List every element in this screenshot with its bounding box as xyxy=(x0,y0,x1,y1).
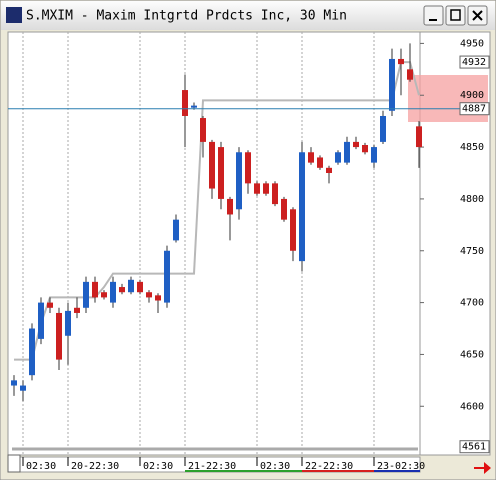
candle-body xyxy=(137,281,143,293)
x-tick-label: 02:30 xyxy=(143,461,173,472)
y-tick-label: 4850 xyxy=(460,142,484,153)
candle-body xyxy=(326,167,332,173)
candle-body xyxy=(128,279,134,293)
plot-area xyxy=(7,31,421,456)
candle-body xyxy=(371,147,377,163)
candle-body xyxy=(74,307,80,313)
close-icon xyxy=(472,10,483,21)
title-bar xyxy=(1,1,495,30)
y-tick-label: 4900 xyxy=(460,90,484,101)
candle-body xyxy=(281,198,287,220)
candle-body xyxy=(263,183,269,194)
candle-body xyxy=(65,310,71,336)
x-tick-label: 20-22:30 xyxy=(71,461,119,472)
scroll-handle[interactable] xyxy=(7,454,21,473)
candle-body xyxy=(83,281,89,308)
candle-body xyxy=(416,126,422,148)
candle-body xyxy=(308,152,314,163)
price-marker-box xyxy=(459,440,490,454)
candle-body xyxy=(218,147,224,199)
candle-body xyxy=(389,58,395,111)
candle-body xyxy=(245,152,251,184)
y-tick-label: 4600 xyxy=(460,401,484,412)
candle-body xyxy=(164,250,170,303)
candle-body xyxy=(290,209,296,251)
candle-body xyxy=(344,141,350,163)
candle-body xyxy=(29,328,35,376)
candle-body xyxy=(182,90,188,116)
candle-body xyxy=(11,380,17,386)
price-marker-box xyxy=(459,55,490,69)
price-marker-label: 4932 xyxy=(462,57,486,68)
candle-body xyxy=(92,281,98,298)
y-tick-label: 4700 xyxy=(460,298,484,309)
x-tick-label: 21-22:30 xyxy=(188,461,236,472)
candle-body xyxy=(380,115,386,142)
candle-body xyxy=(353,141,359,148)
candle-body xyxy=(299,152,305,262)
candle-body xyxy=(56,312,62,360)
candle-body xyxy=(101,292,107,298)
minimize-button[interactable] xyxy=(423,5,444,26)
candle-body xyxy=(209,141,215,189)
last-price-box xyxy=(459,102,490,116)
price-marker-label: 4561 xyxy=(462,442,486,453)
candle-body xyxy=(236,152,242,210)
last-price-label: 4887 xyxy=(462,104,486,115)
candle-body xyxy=(191,105,197,108)
candle-body xyxy=(200,118,206,142)
candle-body xyxy=(227,198,233,215)
average-line xyxy=(14,61,420,361)
candle-body xyxy=(47,302,53,308)
candle-body xyxy=(20,385,26,391)
y-tick-label: 4650 xyxy=(460,349,484,360)
y-tick-label: 4800 xyxy=(460,194,484,205)
y-tick-label: 4950 xyxy=(460,38,484,49)
candle-body xyxy=(110,281,116,303)
x-tick-label: 23-02:30 xyxy=(377,461,425,472)
scroll-arrow[interactable] xyxy=(474,462,491,474)
candle-body xyxy=(146,292,152,298)
candle-body xyxy=(254,183,260,194)
candle-body xyxy=(38,302,44,339)
x-tick-label: 02:30 xyxy=(26,461,56,472)
candle-body xyxy=(272,183,278,205)
candle-body xyxy=(119,287,125,293)
candle-body xyxy=(155,295,161,301)
x-tick-label: 02:30 xyxy=(260,461,290,472)
maximize-button[interactable] xyxy=(445,5,466,26)
maximize-icon xyxy=(450,9,461,21)
candle-body xyxy=(398,58,404,65)
candle-body xyxy=(173,219,179,241)
candle-body xyxy=(362,145,368,153)
candle-body xyxy=(317,157,323,168)
x-tick-label: 22-22:30 xyxy=(305,461,353,472)
candle-body xyxy=(407,69,413,80)
candle-body xyxy=(335,152,341,163)
window-title: S.MXIM - Maxim Intgrtd Prdcts Inc, 30 Mi… xyxy=(26,9,347,24)
y-tick-label: 4750 xyxy=(460,246,484,257)
app-icon xyxy=(6,7,22,23)
